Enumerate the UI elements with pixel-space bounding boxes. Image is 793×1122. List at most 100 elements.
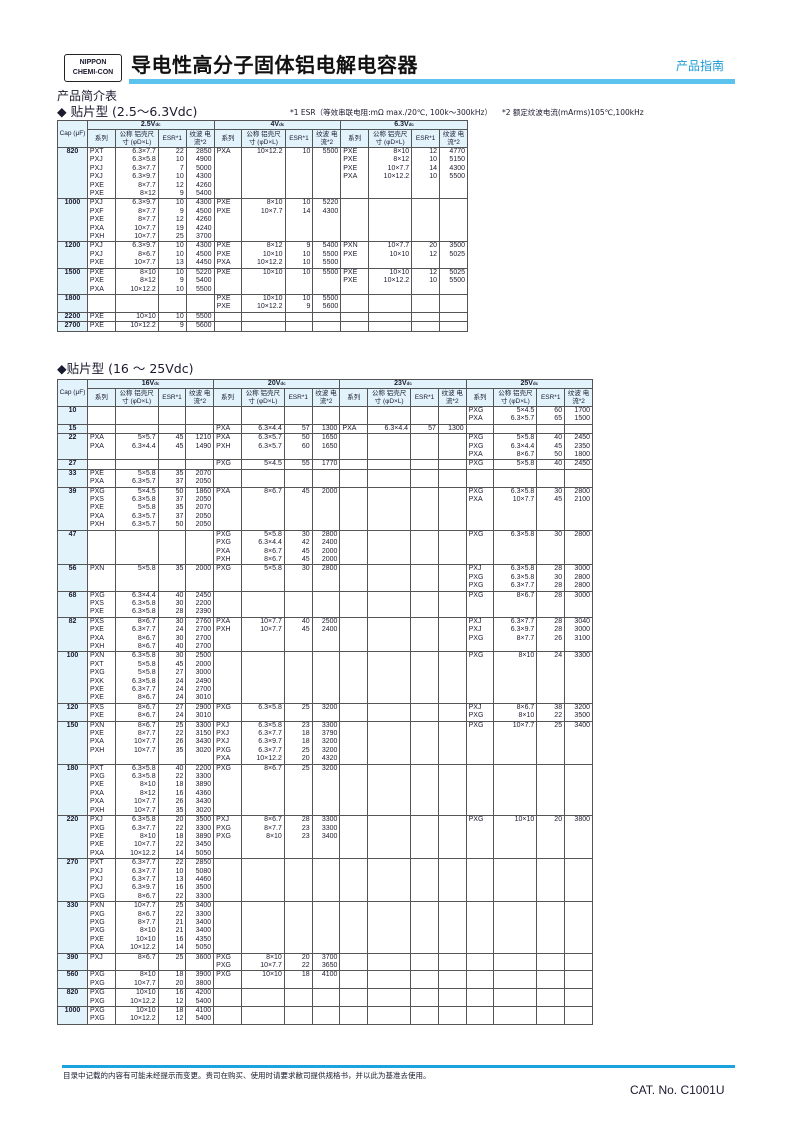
voltage-label: 4V (270, 121, 280, 128)
series-cell (213, 651, 242, 704)
ripple-value: 2000 (321, 487, 338, 495)
series-value: PXE (216, 207, 231, 215)
series-header: 系列 (86, 388, 116, 407)
cap-header: Cap (μF) (57, 120, 88, 148)
size-value: 8×10 (139, 971, 156, 979)
series-value: PXA (89, 944, 104, 952)
size-cell: 8×6.7 (493, 590, 538, 618)
series-value: PXH (216, 442, 231, 450)
series-value: PXG (468, 591, 484, 599)
esr-value: 27 (175, 703, 184, 711)
esr-cell (410, 459, 439, 470)
series-cell: PXJ PXG PXE PXE PXA (86, 815, 116, 860)
esr-value: 18 (175, 1007, 184, 1015)
series-value: PXG (216, 460, 231, 468)
size-cell (240, 468, 285, 488)
series-cell (213, 1006, 242, 1025)
size-value: 8×7.7 (264, 824, 282, 832)
ripple-value: 3150 (195, 730, 212, 738)
size-value: 10×12.2 (130, 1015, 156, 1023)
cap-value: 1000 (57, 198, 88, 243)
size-cell: 6.3×5.8 6.3×5.8 8×10 8×12 10×7.7 10×7.7 (114, 763, 159, 817)
series-cell (465, 901, 495, 954)
esr-value: 25 (301, 703, 310, 711)
ripple-value: 3040 (574, 617, 590, 625)
ripple-cell (564, 988, 593, 1008)
esr-value: 10 (175, 268, 184, 276)
esr-value: 24 (554, 652, 563, 660)
esr-cell: 38 22 (536, 702, 566, 722)
size-cell: 6.3×9.7 8×6.7 10×7.7 (114, 241, 159, 269)
catalog-number: CAT. No. C1001U (630, 1083, 725, 1097)
size-cell: 8×6.7 8×7.7 8×10 (240, 815, 285, 860)
size-cell: 10×7.7 10×10 (368, 241, 413, 269)
size-value: 10×7.7 (512, 721, 535, 729)
size-value: 10×10 (262, 294, 283, 302)
ripple-cell: 4100 5400 (185, 1006, 215, 1025)
ripple-value: 2100 (574, 496, 590, 504)
size-value: 6.3×7.7 (132, 859, 156, 867)
size-value: 8×7.7 (138, 181, 156, 189)
esr-value: 45 (301, 487, 310, 495)
esr-cell: 27 24 (157, 702, 187, 722)
size-value: 6.3×5.7 (258, 434, 282, 442)
ripple-cell (311, 988, 341, 1008)
esr-value: 9 (179, 207, 184, 215)
cap-value: 1200 (57, 241, 88, 269)
ripple-value: 2000 (321, 547, 338, 555)
esr-value: 28 (554, 565, 563, 573)
series-value: PXG (468, 816, 484, 824)
series-value: PXA (343, 173, 358, 181)
size-value: 10×7.7 (134, 233, 156, 241)
series-cell (465, 952, 495, 972)
ripple-value: 3010 (195, 712, 212, 720)
series-cell: PXE PXE PXE PXA (340, 146, 370, 200)
series-value: PXE (216, 199, 231, 207)
series-header: 系列 (340, 129, 370, 148)
series-cell (465, 988, 495, 1008)
series-cell: PXG PXA (465, 486, 495, 531)
table-row: 56 PXN 5×5.8 35 2000 PXG 5×5.8 30 2800 PXJ PXG PXG 6… (57, 564, 593, 592)
ripple-header: 纹波 电流*2 (311, 388, 341, 407)
esr-value: 18 (175, 781, 184, 789)
series-value: PXJ (89, 199, 103, 207)
series-value: PXE (89, 504, 104, 512)
series-value: PXJ (216, 738, 230, 746)
series-value: PXG (468, 530, 484, 538)
size-cell (367, 433, 412, 461)
size-value: 10×12.2 (130, 944, 156, 952)
size-value: 10×12.2 (257, 259, 283, 267)
esr-value: 50 (175, 521, 184, 529)
esr-cell (536, 468, 566, 488)
series-value: PXE (89, 832, 104, 840)
size-cell (240, 988, 285, 1008)
series-cell: PXE (86, 321, 116, 332)
ripple-cell (312, 311, 342, 323)
series-value: PXA (89, 434, 104, 442)
esr-cell: 30 24 30 40 (157, 616, 187, 653)
esr-value: 18 (301, 971, 310, 979)
size-value: 6.3×7.7 (132, 686, 156, 693)
esr-value: 24 (175, 694, 184, 702)
esr-value: 25 (175, 902, 184, 910)
ripple-value: 2050 (195, 478, 212, 486)
size-value: 8×10 (266, 953, 282, 961)
ripple-value: 1770 (321, 460, 338, 468)
esr-value: 12 (429, 250, 438, 258)
series-value: PXJ (89, 875, 103, 883)
ripple-value: 2450 (574, 460, 590, 468)
series-cell: PXJ PXG (465, 702, 495, 722)
size-value: 8×7.7 (137, 918, 156, 926)
esr-value: 22 (175, 148, 184, 155)
ripple-value: 3300 (321, 721, 338, 729)
size-value: 8×6.7 (264, 555, 282, 563)
series-value: PXE (89, 190, 104, 198)
series-value: PXA (89, 224, 104, 232)
esr-value: 50 (301, 434, 310, 442)
series-value: PXE (89, 268, 104, 276)
series-cell: PXE (86, 311, 116, 323)
ripple-cell: 2500 2000 3000 2490 2700 3010 (185, 651, 215, 704)
size-header: 公称 铝壳尺寸 (φD×L) (367, 388, 412, 407)
cap-value: 120 (57, 702, 88, 722)
esr-cell: 22 10 13 16 22 (157, 858, 187, 903)
